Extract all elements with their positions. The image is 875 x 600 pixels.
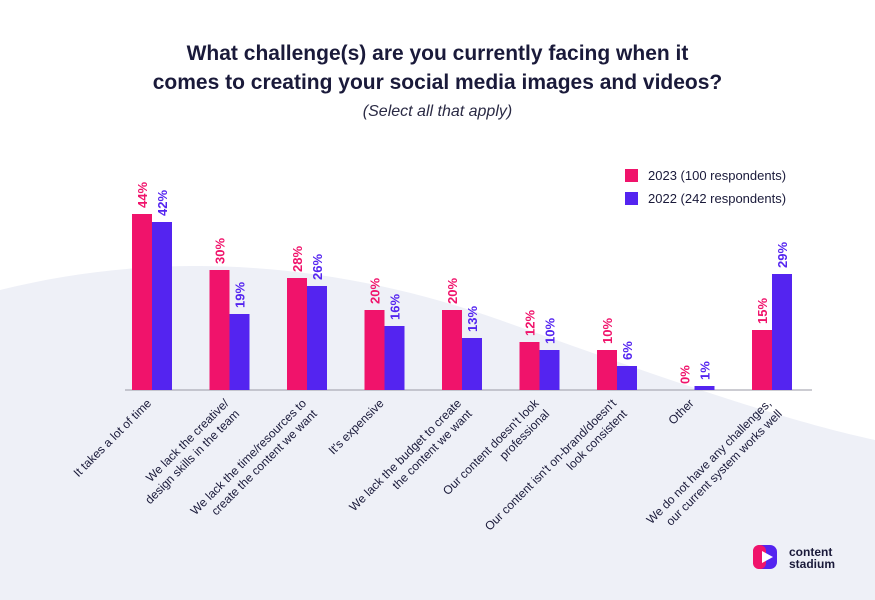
bar-2022-2: [307, 286, 327, 390]
data-label-2023-0: 44%: [135, 182, 150, 208]
legend-label-2022: 2022 (242 respondents): [648, 191, 787, 206]
logo-text-line-2: stadium: [789, 557, 836, 571]
category-label-3: It's expensive: [326, 396, 387, 457]
data-label-2023-5: 12%: [523, 310, 538, 336]
bar-2023-3: [364, 310, 385, 390]
bar-2022-0: [152, 222, 172, 390]
data-label-2023-6: 10%: [600, 318, 615, 344]
bar-2022-5: [539, 350, 560, 390]
data-label-2023-3: 20%: [368, 278, 383, 304]
data-label-2023-4: 20%: [445, 278, 460, 304]
chart-title-line-2: comes to creating your social media imag…: [152, 71, 723, 94]
legend-item-2023: 2023 (100 respondents): [625, 164, 786, 187]
data-label-2022-7: 1%: [698, 361, 713, 380]
category-label-6: Our content isn't on-brand/doesn'tlook c…: [482, 396, 630, 544]
bar-2023-6: [597, 350, 617, 390]
bar-2022-4: [462, 338, 482, 390]
logo-wordmark: content stadium: [789, 546, 835, 570]
data-label-2022-1: 19%: [233, 282, 248, 308]
bar-2023-2: [287, 278, 307, 390]
bar-2022-1: [229, 314, 250, 390]
bar-2022-6: [617, 366, 637, 390]
data-label-2023-8: 15%: [755, 298, 770, 324]
category-label-line: It takes a lot of time: [71, 396, 155, 480]
category-label-7: Other: [665, 396, 696, 427]
data-label-2022-6: 6%: [620, 341, 635, 360]
data-label-2022-2: 26%: [310, 254, 325, 280]
data-label-2022-0: 42%: [155, 190, 170, 216]
data-label-2022-8: 29%: [775, 242, 790, 268]
bar-2022-3: [384, 326, 405, 390]
legend-label-2023: 2023 (100 respondents): [648, 168, 787, 183]
data-label-2022-4: 13%: [465, 306, 480, 332]
bar-2022-8: [772, 274, 792, 390]
logo-icon: [753, 545, 777, 569]
data-label-2022-5: 10%: [543, 318, 558, 344]
data-label-2022-3: 16%: [388, 294, 403, 320]
legend-item-2022: 2022 (242 respondents): [625, 187, 786, 210]
bar-2023-4: [442, 310, 462, 390]
bar-2023-0: [132, 214, 152, 390]
bar-2023-8: [752, 330, 772, 390]
chart-subtitle: (Select all that apply): [362, 103, 513, 120]
category-label-line: We do not have any challenges,: [644, 396, 775, 527]
data-label-2023-1: 30%: [213, 238, 228, 264]
bar-2023-5: [519, 342, 540, 390]
bar-2022-7: [694, 386, 715, 390]
category-label-line: our current system works well: [663, 407, 785, 529]
chart-legend: 2023 (100 respondents) 2022 (242 respond…: [625, 164, 786, 210]
category-label-0: It takes a lot of time: [71, 396, 155, 480]
category-label-line: Other: [665, 396, 696, 427]
data-label-2023-7: 0%: [678, 365, 693, 384]
bar-2023-1: [209, 270, 230, 390]
chart-title-line-1: What challenge(s) are you currently faci…: [186, 42, 689, 65]
legend-swatch-2023: [625, 169, 638, 182]
category-label-line: We lack the creative/: [143, 396, 232, 485]
data-label-2023-2: 28%: [290, 246, 305, 272]
legend-swatch-2022: [625, 192, 638, 205]
logo-text-line-1: content: [789, 545, 833, 559]
content-stadium-logo: content stadium: [753, 545, 835, 571]
category-label-line: It's expensive: [326, 396, 387, 457]
